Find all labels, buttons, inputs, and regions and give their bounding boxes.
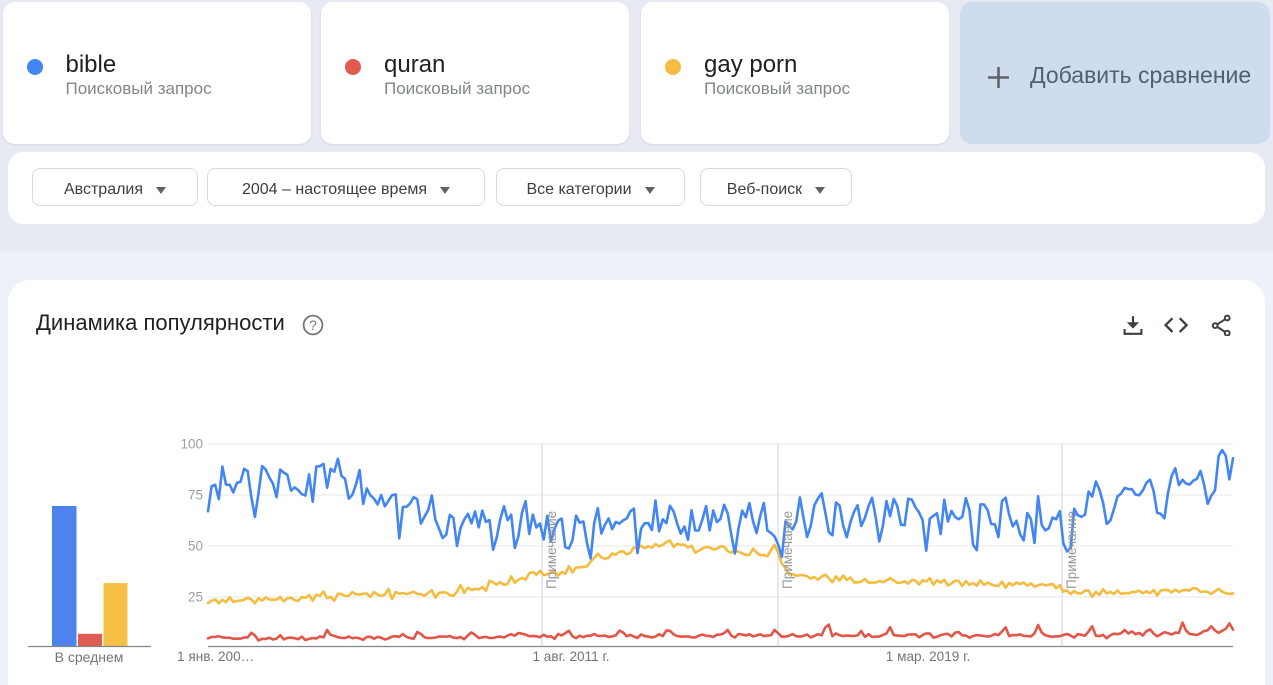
- svg-text:?: ?: [309, 317, 317, 333]
- svg-text:1 янв. 200…: 1 янв. 200…: [177, 649, 254, 664]
- svg-text:1 авг. 2011 г.: 1 авг. 2011 г.: [532, 649, 609, 664]
- svg-text:50: 50: [188, 539, 203, 554]
- svg-text:Примечание: Примечание: [544, 511, 559, 589]
- svg-text:Примечание: Примечание: [1064, 511, 1079, 589]
- svg-text:1 мар. 2019 г.: 1 мар. 2019 г.: [886, 649, 970, 664]
- svg-text:100: 100: [180, 437, 203, 452]
- svg-text:Примечание: Примечание: [780, 511, 795, 589]
- svg-text:75: 75: [188, 488, 203, 503]
- svg-text:25: 25: [188, 590, 203, 605]
- svg-text:В среднем: В среднем: [55, 649, 124, 665]
